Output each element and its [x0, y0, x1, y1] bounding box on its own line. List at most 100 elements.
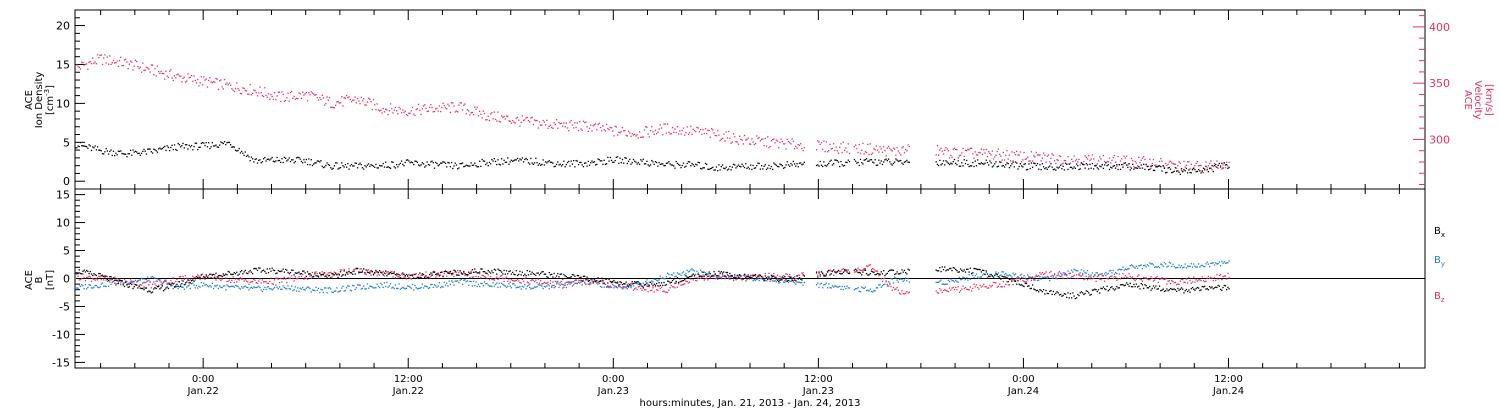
velocity-point: [226, 82, 228, 84]
bz-point: [96, 279, 99, 281]
velocity-point: [582, 120, 585, 122]
density-point: [1106, 165, 1108, 167]
by-point: [310, 291, 312, 293]
density-point: [768, 164, 770, 167]
density-point: [951, 163, 953, 165]
velocity-point: [505, 115, 508, 117]
density-point: [779, 163, 781, 165]
bx-point: [977, 268, 979, 271]
bottom-ytick-label-1: -10: [52, 328, 70, 341]
velocity-point: [981, 153, 984, 156]
by-point: [1105, 271, 1107, 274]
density-point: [681, 164, 683, 167]
density-point: [548, 160, 550, 162]
by-point: [1228, 260, 1230, 262]
by-point: [468, 284, 470, 287]
bx-point: [1145, 285, 1147, 287]
bz-point: [150, 287, 152, 289]
density-point: [225, 143, 227, 146]
density-point: [626, 162, 629, 165]
by-point: [258, 285, 260, 287]
density-point: [660, 163, 663, 165]
by-point: [509, 285, 511, 287]
bx-point: [894, 273, 896, 276]
density-point: [950, 162, 952, 164]
by-point: [159, 279, 161, 281]
velocity-point: [1166, 164, 1168, 167]
bx-point: [1060, 293, 1062, 296]
velocity-point: [413, 113, 415, 115]
bx-point: [1050, 289, 1052, 292]
by-point: [78, 284, 80, 286]
by-point: [1194, 265, 1196, 267]
by-point: [1219, 265, 1222, 267]
velocity-point: [656, 132, 658, 135]
bz-point: [585, 283, 587, 286]
bx-point: [1013, 280, 1015, 282]
density-point: [463, 166, 465, 168]
bx-point: [710, 275, 713, 277]
bz-point: [682, 283, 685, 286]
density-point: [538, 163, 541, 165]
bx-point: [637, 281, 640, 283]
bx-point: [485, 272, 487, 274]
by-point: [366, 283, 369, 285]
by-point: [825, 282, 827, 284]
density-point: [276, 156, 278, 159]
bz-point: [864, 268, 867, 270]
density-point: [1097, 168, 1100, 170]
bx-point: [647, 285, 649, 287]
bx-point: [771, 276, 774, 278]
by-point: [75, 288, 77, 290]
by-point: [386, 281, 388, 284]
bx-point: [607, 282, 609, 284]
bx-point: [563, 273, 565, 276]
bx-point: [734, 276, 736, 278]
by-point: [732, 278, 735, 280]
velocity-point: [554, 123, 557, 126]
velocity-point: [1000, 155, 1002, 157]
by-point: [991, 275, 993, 278]
density-point: [583, 162, 586, 164]
by-point: [1136, 267, 1139, 269]
bx-point: [1039, 288, 1041, 291]
density-point: [483, 160, 486, 162]
bx-point: [676, 277, 679, 279]
velocity-point: [333, 107, 336, 109]
density-point: [966, 159, 968, 162]
velocity-point: [547, 127, 549, 129]
bz-point: [1030, 279, 1033, 282]
bz-point: [1123, 276, 1125, 279]
bz-point: [178, 276, 181, 278]
velocity-point: [881, 151, 884, 153]
bz-point: [1226, 278, 1228, 280]
by-point: [1052, 277, 1055, 279]
velocity-point: [219, 80, 221, 82]
bz-point: [330, 271, 332, 274]
velocity-point: [309, 94, 311, 96]
bx-point: [410, 274, 412, 276]
by-point: [166, 283, 168, 286]
bz-point: [194, 279, 196, 281]
by-point: [1116, 272, 1118, 275]
bx-point: [575, 278, 577, 280]
bz-point: [729, 278, 731, 281]
bx-point: [797, 278, 799, 280]
velocity-point: [162, 72, 165, 75]
density-point: [593, 161, 596, 163]
density-point: [789, 165, 791, 167]
bz-point: [819, 275, 821, 278]
bz-point: [192, 275, 194, 277]
by-point: [1097, 274, 1100, 276]
bx-point: [773, 275, 775, 277]
bx-point: [605, 278, 608, 280]
density-point: [150, 151, 152, 153]
velocity-point: [383, 111, 386, 113]
bx-point: [843, 269, 846, 271]
bz-point: [902, 293, 904, 295]
bx-point: [392, 272, 394, 274]
density-point: [155, 150, 157, 152]
density-point: [942, 160, 945, 162]
bx-point: [1183, 292, 1185, 294]
by-point: [560, 283, 563, 285]
